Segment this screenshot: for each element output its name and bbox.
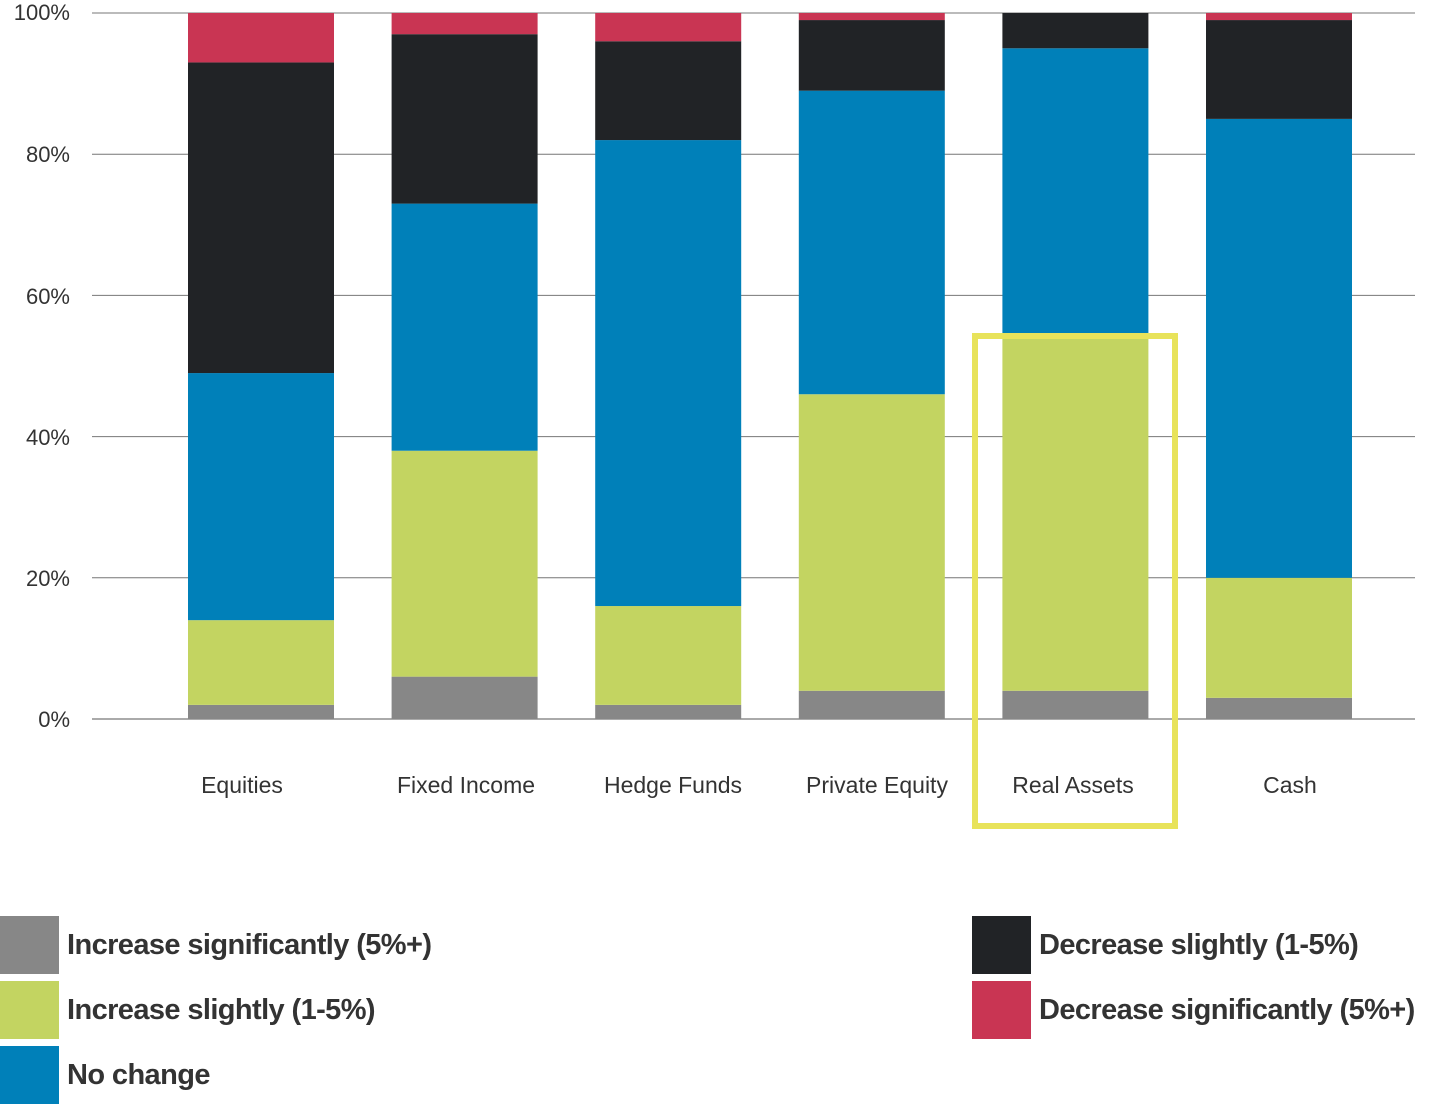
x-tick-label: Equities	[201, 772, 283, 798]
y-tick-label: 60%	[26, 284, 70, 309]
x-tick-label: Real Assets	[1012, 772, 1133, 798]
x-tick-label: Private Equity	[806, 772, 948, 798]
bar-segment	[798, 690, 945, 719]
bar-segment	[1206, 118, 1352, 578]
bar-segment	[391, 34, 538, 204]
bar-segment	[595, 606, 742, 705]
bar-segment	[1206, 20, 1352, 119]
y-tick-label: 20%	[26, 566, 70, 591]
bar-segment	[1002, 690, 1149, 719]
y-axis-ticks: 0% 20% 40% 60% 80% 100%	[14, 0, 70, 732]
stacked-bar-chart: 0% 20% 40% 60% 80% 100% Equities Fixed I…	[14, 0, 1415, 829]
bar-segment	[1002, 48, 1149, 338]
legend-label: Increase significantly (5%+)	[67, 928, 432, 961]
legend-swatch	[972, 916, 1031, 974]
bar-segment	[188, 13, 334, 63]
bar-segment	[798, 394, 945, 691]
bar-segment	[798, 20, 945, 91]
legend-item: Decrease significantly (5%+)	[972, 981, 1415, 1039]
legend-swatch	[0, 981, 59, 1039]
bar-segment	[391, 450, 538, 677]
bar-segment	[188, 373, 334, 621]
bar-segment	[595, 41, 742, 141]
legend-swatch	[972, 981, 1031, 1039]
bar-segment	[188, 620, 334, 705]
legend-label: Decrease significantly (5%+)	[1039, 993, 1415, 1026]
bar-segment	[1206, 577, 1352, 698]
x-tick-label: Hedge Funds	[604, 772, 742, 798]
x-axis-labels: Equities Fixed Income Hedge Funds Privat…	[201, 772, 1317, 798]
legend-item: Increase significantly (5%+)	[0, 916, 432, 974]
legend-label: Decrease slightly (1-5%)	[1039, 928, 1359, 961]
bar-segment	[1002, 337, 1149, 691]
x-tick-label: Fixed Income	[397, 772, 535, 798]
highlight-box	[972, 333, 1178, 829]
y-tick-label: 40%	[26, 425, 70, 450]
bar-segment	[798, 13, 945, 21]
legend-item: No change	[0, 1046, 210, 1104]
legend-swatch	[0, 916, 59, 974]
bars	[188, 13, 1352, 719]
x-tick-label: Cash	[1263, 772, 1317, 798]
y-tick-label: 80%	[26, 142, 70, 167]
legend-label: Increase slightly (1-5%)	[67, 993, 376, 1026]
bar-segment	[1206, 697, 1352, 719]
bar-segment	[391, 13, 538, 35]
bar-segment	[391, 203, 538, 451]
bar-segment	[595, 140, 742, 607]
bar-segment	[1002, 13, 1149, 49]
bar-segment	[1206, 13, 1352, 21]
bar-segment	[188, 704, 334, 719]
bar-segment	[391, 676, 538, 719]
bar-segment	[188, 62, 334, 374]
y-tick-label: 0%	[38, 707, 70, 732]
bar-segment	[595, 704, 742, 719]
legend-item: Increase slightly (1-5%)	[0, 981, 376, 1039]
bar-segment	[798, 90, 945, 395]
y-tick-label: 100%	[14, 0, 70, 25]
legend-swatch	[0, 1046, 59, 1104]
legend-label: No change	[67, 1058, 210, 1091]
bar-segment	[595, 13, 742, 42]
legend-item: Decrease slightly (1-5%)	[972, 916, 1359, 974]
